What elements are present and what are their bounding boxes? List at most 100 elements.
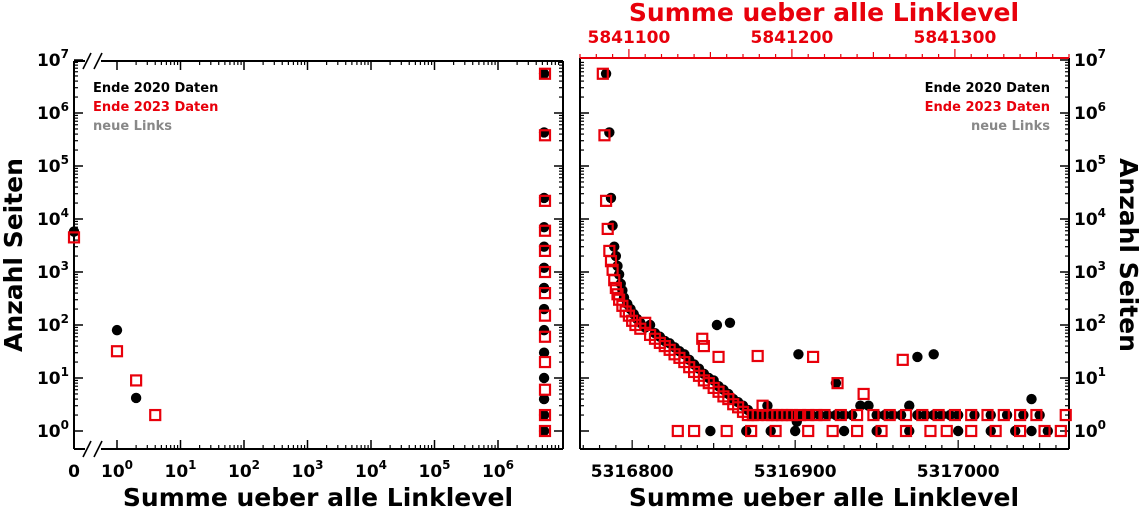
data-point xyxy=(1018,409,1029,421)
data-point xyxy=(899,424,913,438)
data-point xyxy=(720,424,733,438)
x-tick-label: 106 xyxy=(482,458,514,482)
data-point xyxy=(538,383,552,396)
data-point xyxy=(1013,424,1027,438)
legend-entry: Ende 2023 Daten xyxy=(925,100,1050,115)
data-point xyxy=(883,408,896,422)
axis-break-mark xyxy=(82,440,92,458)
data-point xyxy=(1001,409,1013,421)
data-point xyxy=(712,350,725,364)
x-tick-label: 5316800 xyxy=(591,462,674,482)
data-point xyxy=(899,408,913,422)
x-tick-label: 5317000 xyxy=(917,462,1000,482)
data-point xyxy=(687,424,701,438)
data-point xyxy=(538,68,550,79)
data-point xyxy=(538,355,552,369)
data-point xyxy=(1026,425,1037,437)
data-point xyxy=(789,425,801,437)
axis-break-mark xyxy=(93,440,103,458)
data-point xyxy=(810,408,823,422)
data-point xyxy=(948,408,962,422)
x-tick-label: 104 xyxy=(355,458,387,482)
data-point xyxy=(969,409,980,421)
data-point xyxy=(912,351,923,363)
data-point xyxy=(724,317,736,329)
data-point xyxy=(604,255,618,268)
data-point xyxy=(940,424,953,438)
data-point xyxy=(952,409,964,421)
data-point xyxy=(538,393,550,405)
x-tick-label: 0 xyxy=(68,462,80,482)
data-point xyxy=(705,425,716,437)
data-point xyxy=(538,425,550,437)
data-point xyxy=(538,347,550,358)
axis-break-mark xyxy=(93,52,103,70)
data-point xyxy=(875,424,888,438)
data-point xyxy=(600,68,612,79)
data-point xyxy=(538,408,552,422)
legend-entry: Ende 2023 Daten xyxy=(93,100,218,115)
data-point xyxy=(598,129,611,142)
data-point xyxy=(1030,408,1043,422)
data-point xyxy=(538,224,552,237)
data-point xyxy=(1042,425,1054,437)
data-point xyxy=(985,409,996,421)
data-point xyxy=(130,392,142,404)
data-point xyxy=(751,349,764,363)
legend-entry: Ende 2020 Daten xyxy=(925,81,1050,96)
left-panel: 100 101 102 103 104 105 106 107 0 100 101 102 103 104… xyxy=(0,47,564,508)
data-point xyxy=(538,330,552,343)
x-tick-label: 100 xyxy=(101,458,133,482)
data-point xyxy=(538,129,552,142)
data-point xyxy=(932,408,945,422)
data-point xyxy=(806,350,820,364)
data-point xyxy=(989,424,1002,438)
x-tick-label: 102 xyxy=(228,458,260,482)
x2-tick-label: 5841100 xyxy=(587,28,670,48)
data-point xyxy=(110,345,124,358)
data-point xyxy=(538,409,550,421)
data-point xyxy=(609,281,622,295)
y-axis-title: Anzahl Seiten xyxy=(0,158,28,352)
data-point xyxy=(639,316,652,329)
y-tick-label: 102 xyxy=(37,312,69,336)
data-point xyxy=(538,67,552,80)
data-point xyxy=(538,424,552,438)
data-point xyxy=(834,408,847,422)
data-point xyxy=(1013,408,1027,422)
x2-tick-label: 5841200 xyxy=(750,28,833,48)
legend-entry: neue Links xyxy=(971,119,1050,134)
x2-tick-label: 5841300 xyxy=(913,28,996,48)
data-point xyxy=(538,309,552,322)
y-tick-label: 104 xyxy=(1074,206,1106,230)
data-point xyxy=(904,425,915,437)
data-point xyxy=(981,408,994,422)
legend-entry: neue Links xyxy=(93,119,172,134)
data-point xyxy=(608,274,621,287)
y-tick-label: 106 xyxy=(1074,100,1106,124)
x-axis-title: Summe ueber alle Linklevel xyxy=(123,483,513,508)
y-tick-label: 100 xyxy=(1074,418,1106,442)
x-axis-title: Summe ueber alle Linklevel xyxy=(629,483,1019,508)
y-tick-label: 103 xyxy=(37,259,69,283)
data-point xyxy=(818,408,831,422)
data-point xyxy=(596,67,609,80)
data-point xyxy=(924,424,937,438)
y-tick-label: 105 xyxy=(37,153,69,177)
right-panel: 100 101 102 103 104 105 106 107 5316800 5316900 53… xyxy=(579,0,1143,508)
data-point xyxy=(997,408,1010,422)
data-point xyxy=(855,400,866,411)
data-point xyxy=(793,408,807,422)
x-tick-label: 5316900 xyxy=(754,462,837,482)
y-tick-label: 100 xyxy=(37,418,69,442)
y-tick-label: 105 xyxy=(1074,153,1106,177)
legend-entry: Ende 2020 Daten xyxy=(93,81,218,96)
data-point xyxy=(538,265,552,279)
y-axis-title: Anzahl Seiten xyxy=(1114,158,1143,352)
data-point xyxy=(916,408,929,422)
data-point xyxy=(1034,409,1045,421)
y-tick-label: 107 xyxy=(37,47,69,71)
y-tick-label: 106 xyxy=(37,100,69,124)
data-point xyxy=(1038,424,1051,438)
data-point xyxy=(904,400,915,411)
